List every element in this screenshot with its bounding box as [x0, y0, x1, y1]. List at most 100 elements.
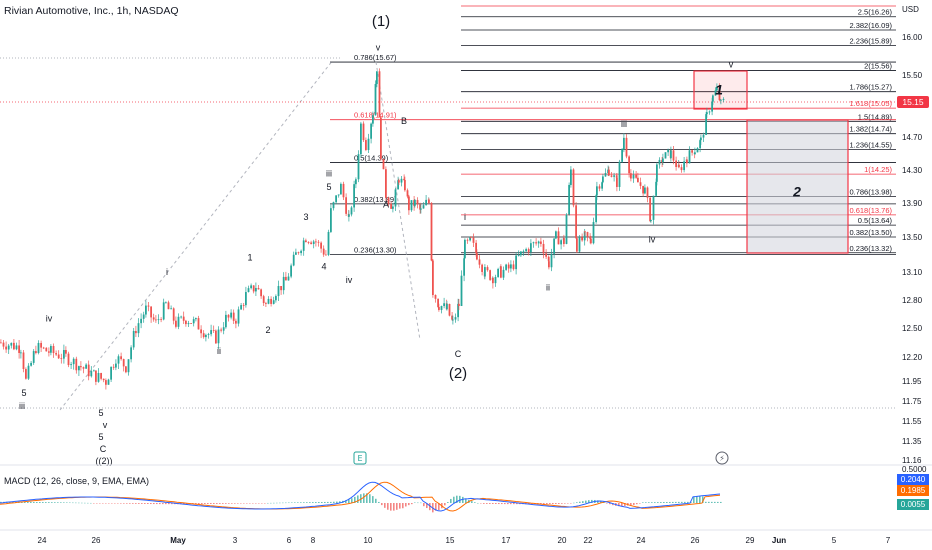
- macd-hist-142: [426, 503, 428, 509]
- macd-hist-118: [354, 496, 356, 503]
- candle-79: [197, 315, 200, 330]
- candle-body-90: [225, 314, 227, 328]
- candle-body-144: [357, 154, 360, 180]
- macd-hist-239: [717, 501, 719, 503]
- time-tick-2: May: [170, 536, 186, 545]
- macd-hist-214: [642, 502, 644, 503]
- candle-60: [150, 306, 152, 323]
- currency-label: USD: [902, 5, 919, 14]
- candle-147: [365, 137, 367, 152]
- wave-label-28: 1: [715, 82, 723, 98]
- macd-hist-166: [498, 503, 500, 505]
- candle-201: [476, 249, 478, 261]
- macd-signal-line: [0, 481, 721, 512]
- macd-hist-101: [303, 502, 305, 503]
- macd-hist-119: [357, 495, 359, 503]
- candle-body-219: [515, 255, 517, 270]
- time-axis[interactable]: 24 26 May 3 6 8 10 15 17 20 22 24 26 29 Jun 5 7: [38, 536, 891, 545]
- time-tick-12: 26: [691, 536, 700, 545]
- candle-183: [440, 305, 443, 314]
- candle-body-263: [610, 175, 613, 177]
- candle-279: [646, 186, 649, 203]
- candle-65: [162, 298, 165, 321]
- zone-layer: [693, 70, 849, 254]
- candle-287: [662, 153, 664, 166]
- candle-194: [463, 254, 465, 282]
- candle-115: [287, 273, 290, 281]
- candle-body-8: [20, 352, 22, 354]
- macd-hist-116: [348, 499, 350, 503]
- candle-body-46: [115, 363, 117, 368]
- event-1[interactable]: ⚡: [715, 451, 729, 465]
- candle-body-243: [570, 169, 572, 185]
- candle-103: [257, 284, 260, 290]
- candle-254: [592, 217, 595, 245]
- candle-172: [419, 202, 421, 214]
- candle-body-214: [502, 269, 505, 278]
- macd-hist-171: [513, 503, 515, 505]
- candle-body-105: [262, 296, 265, 304]
- candle-body-216: [507, 264, 510, 269]
- candle-body-257: [598, 186, 601, 189]
- candle-133: [332, 201, 335, 211]
- candle-body-99: [247, 288, 250, 293]
- macd-hist-220: [660, 502, 662, 503]
- candle-237: [557, 227, 560, 245]
- candle-153: [378, 68, 381, 118]
- candle-body-303: [694, 152, 696, 155]
- candle-73: [182, 311, 185, 324]
- candle-1: [2, 340, 5, 350]
- projection-line-1: [59, 59, 334, 411]
- candle-299: [686, 156, 688, 168]
- macd-hist-35: [105, 503, 107, 504]
- candle-47: [117, 354, 120, 369]
- macd-hist-208: [624, 503, 626, 507]
- candle-body-10: [25, 369, 27, 379]
- candle-10: [25, 367, 27, 380]
- candle-258: [601, 181, 603, 191]
- candle-253: [590, 235, 592, 245]
- candle-144: [357, 150, 360, 183]
- macd-hist-103: [309, 502, 311, 503]
- macd-hist-92: [276, 502, 278, 504]
- candle-20: [50, 344, 52, 356]
- macd-hist-85: [255, 503, 257, 504]
- candle-body-238: [560, 240, 562, 245]
- candle-98: [245, 286, 247, 308]
- candle-145: [360, 121, 362, 158]
- candle-25: [63, 344, 65, 364]
- candle-42: [105, 378, 107, 390]
- wave-label-26: iv: [649, 234, 656, 244]
- macd-hist-218: [654, 502, 656, 503]
- candle-body-249: [583, 231, 586, 241]
- macd-hist-25: [75, 502, 77, 504]
- candle-body-255: [595, 195, 597, 223]
- candle-81: [202, 330, 205, 339]
- fib-left-label-3: 0.382(13.89): [354, 195, 397, 204]
- candle-167: [408, 194, 410, 215]
- candle-body-126: [315, 241, 317, 243]
- candle-body-11: [27, 365, 30, 379]
- macd-hist-124: [372, 496, 374, 503]
- candle-body-266: [616, 177, 618, 187]
- candle-82: [205, 333, 207, 342]
- candle-175: [425, 194, 427, 206]
- candle-body-256: [596, 186, 598, 196]
- fib-right-label-4: 1.786(15.27): [849, 83, 892, 92]
- macd-hist-235: [705, 501, 707, 503]
- event-0[interactable]: E: [353, 451, 367, 465]
- candle-121: [302, 237, 305, 256]
- candle-138: [345, 193, 347, 217]
- candle-body-272: [630, 173, 632, 179]
- candle-body-75: [187, 323, 190, 325]
- candle-300: [688, 146, 691, 164]
- earnings-icon: [353, 451, 367, 465]
- candle-80: [200, 325, 202, 339]
- candle-16: [40, 340, 42, 353]
- macd-hist-139: [417, 502, 419, 504]
- candle-body-12: [30, 362, 32, 366]
- candle-94: [235, 318, 237, 329]
- wave-label-17: iii: [19, 401, 25, 411]
- wave-label-3: A: [383, 199, 389, 209]
- macd-hist-56: [168, 503, 170, 505]
